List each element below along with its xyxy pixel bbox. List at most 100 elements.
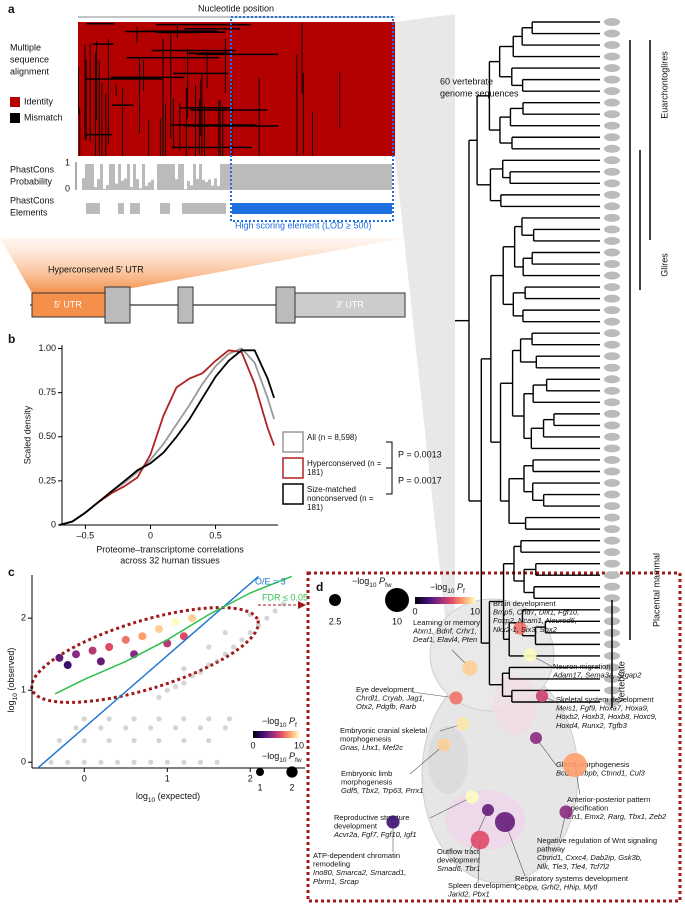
term-name: Skeletal system development [556,695,654,704]
mismatch [86,78,163,80]
species-icon [604,236,620,245]
track-bar [193,164,196,190]
term-bubble [470,830,490,850]
density-line [59,349,275,526]
point [148,725,154,731]
term-bubble [456,717,470,731]
axis-title: Nucleotide position [198,3,274,13]
label-part: log [6,700,16,712]
msa-label: sequence [10,54,49,64]
clade-label: Placental mammal [651,553,661,627]
term-genes: Foxp2, Ncam1, Neurod6, [493,616,577,625]
point [247,612,253,618]
term-genes: Gdf5, Tbx2, Trp63, Prrx1 [341,786,423,795]
point [188,614,197,623]
x-tick-label: 1 [165,773,170,783]
high-element [232,203,392,214]
point [214,759,220,765]
point [154,625,163,634]
term-genes: Acvr2a, Fgf7, Fgf10, Igf1 [333,830,417,839]
label-part: fw [385,582,392,589]
mismatch [312,111,313,156]
mismatch [218,100,220,156]
species-icon [604,306,620,315]
mismatch [86,22,115,25]
track-bar [187,180,190,190]
size-key-label: 1 [257,782,262,792]
axis-label: −log10 Pf [430,582,465,594]
track-bar [232,164,392,190]
point [156,737,162,744]
species-icon [604,248,620,257]
point [197,669,204,675]
line-label: FDR ≤ 0.05 [262,592,308,602]
track-bar [220,164,223,190]
species-icon [604,363,620,372]
track-bar [214,178,217,190]
track-bar [106,185,109,190]
element [130,203,140,214]
mismatch [187,52,230,55]
mismatch [179,102,181,151]
mismatch [302,73,304,155]
point [114,759,121,765]
track-bar [151,179,154,190]
species-icon [604,525,620,534]
term-genes: Nlk, Tle3, Tle4, Tcf7l2 [537,862,610,871]
species-icon [604,133,620,142]
species-icon [604,144,620,153]
point [231,644,237,650]
point [280,601,287,607]
track-bar [142,164,145,190]
label-part: 10 [148,797,156,804]
projection [395,14,455,708]
track-bar [169,164,172,190]
label-part: f [463,588,465,595]
point [98,725,104,731]
x-tick-label: 0 [148,530,153,540]
species-icon [604,98,620,107]
leader-line [411,691,457,699]
utr5 [31,292,106,318]
term-name: development [437,856,481,865]
point [272,608,278,614]
label-part: 10 [12,693,19,701]
term-genes: En1, Emx2, Rarg, Tbx1, Zeb2 [567,812,667,821]
mismatch [148,119,150,156]
tick-label: 1 [65,157,70,167]
species-icon [604,352,620,361]
label-part: P [287,716,296,726]
species-icon [604,271,620,280]
point [164,687,170,693]
term-bubble [563,753,587,777]
track-bar [127,164,130,190]
point [239,637,245,643]
track-bar [163,164,166,190]
element [160,203,170,214]
point [123,725,129,731]
element [182,203,226,214]
legend-label: Mismatch [24,112,63,122]
mismatch [86,133,113,136]
y-tick-label: 1 [21,685,26,695]
species-icon [604,283,620,292]
y-tick-label: 0.25 [38,475,56,485]
legend-swatch [10,113,20,123]
point [226,716,233,722]
term-name: Reproductive structure [334,813,409,822]
p-value: P = 0.0017 [398,475,442,485]
legend-swatch [282,431,304,453]
term-genes: Bmp5, Chd7, Dlx1, Fgf10, [493,608,579,617]
element [86,203,100,214]
point [56,737,62,744]
term-genes: Ino80, Smarca2, Smarcad1, [313,868,406,877]
point [206,662,212,668]
term-genes: Deaf1, Elavl4, Pten [413,635,477,644]
species-icon [604,225,620,234]
axis-label: −log10 Pf [262,716,297,728]
point [222,651,228,657]
point [255,622,262,629]
panel-label: d [316,580,323,594]
y-axis-label: Scaled density [22,405,32,464]
point [156,716,162,722]
